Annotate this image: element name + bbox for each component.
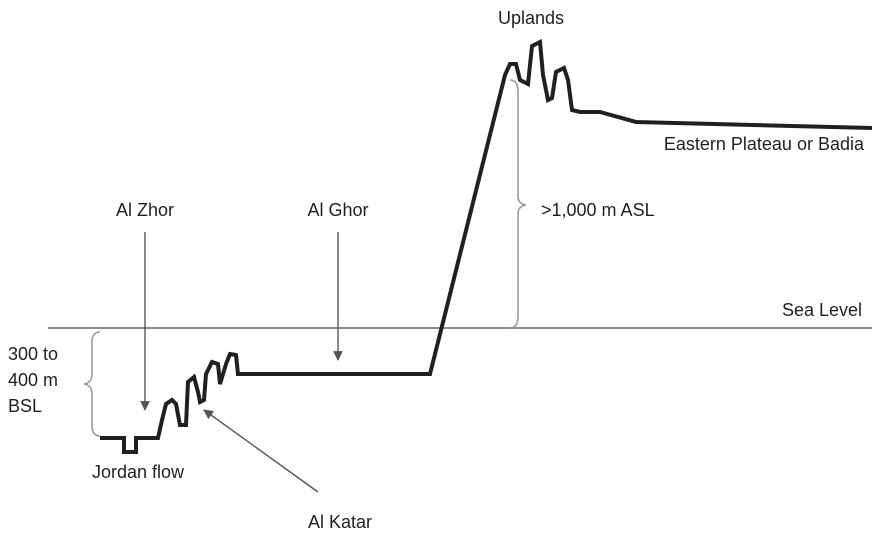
katar-arrow xyxy=(203,409,319,493)
zhor-label: Al Zhor xyxy=(116,200,174,220)
ghor-label: Al Ghor xyxy=(307,200,368,220)
bsl-label: BSL xyxy=(8,396,42,416)
jordan-label: Jordan flow xyxy=(92,462,185,482)
katar-label: Al Katar xyxy=(308,512,372,532)
bsl-label: 400 m xyxy=(8,370,58,390)
uplands-label: Uplands xyxy=(498,8,564,28)
terrain-profile xyxy=(100,38,872,454)
sea-level-label: Sea Level xyxy=(782,300,862,320)
bsl-brace xyxy=(83,331,101,437)
plateau-label: Eastern Plateau or Badia xyxy=(664,134,865,154)
asl-brace xyxy=(509,79,527,329)
bsl-label: 300 to xyxy=(8,344,58,364)
asl-label: >1,000 m ASL xyxy=(541,200,655,220)
